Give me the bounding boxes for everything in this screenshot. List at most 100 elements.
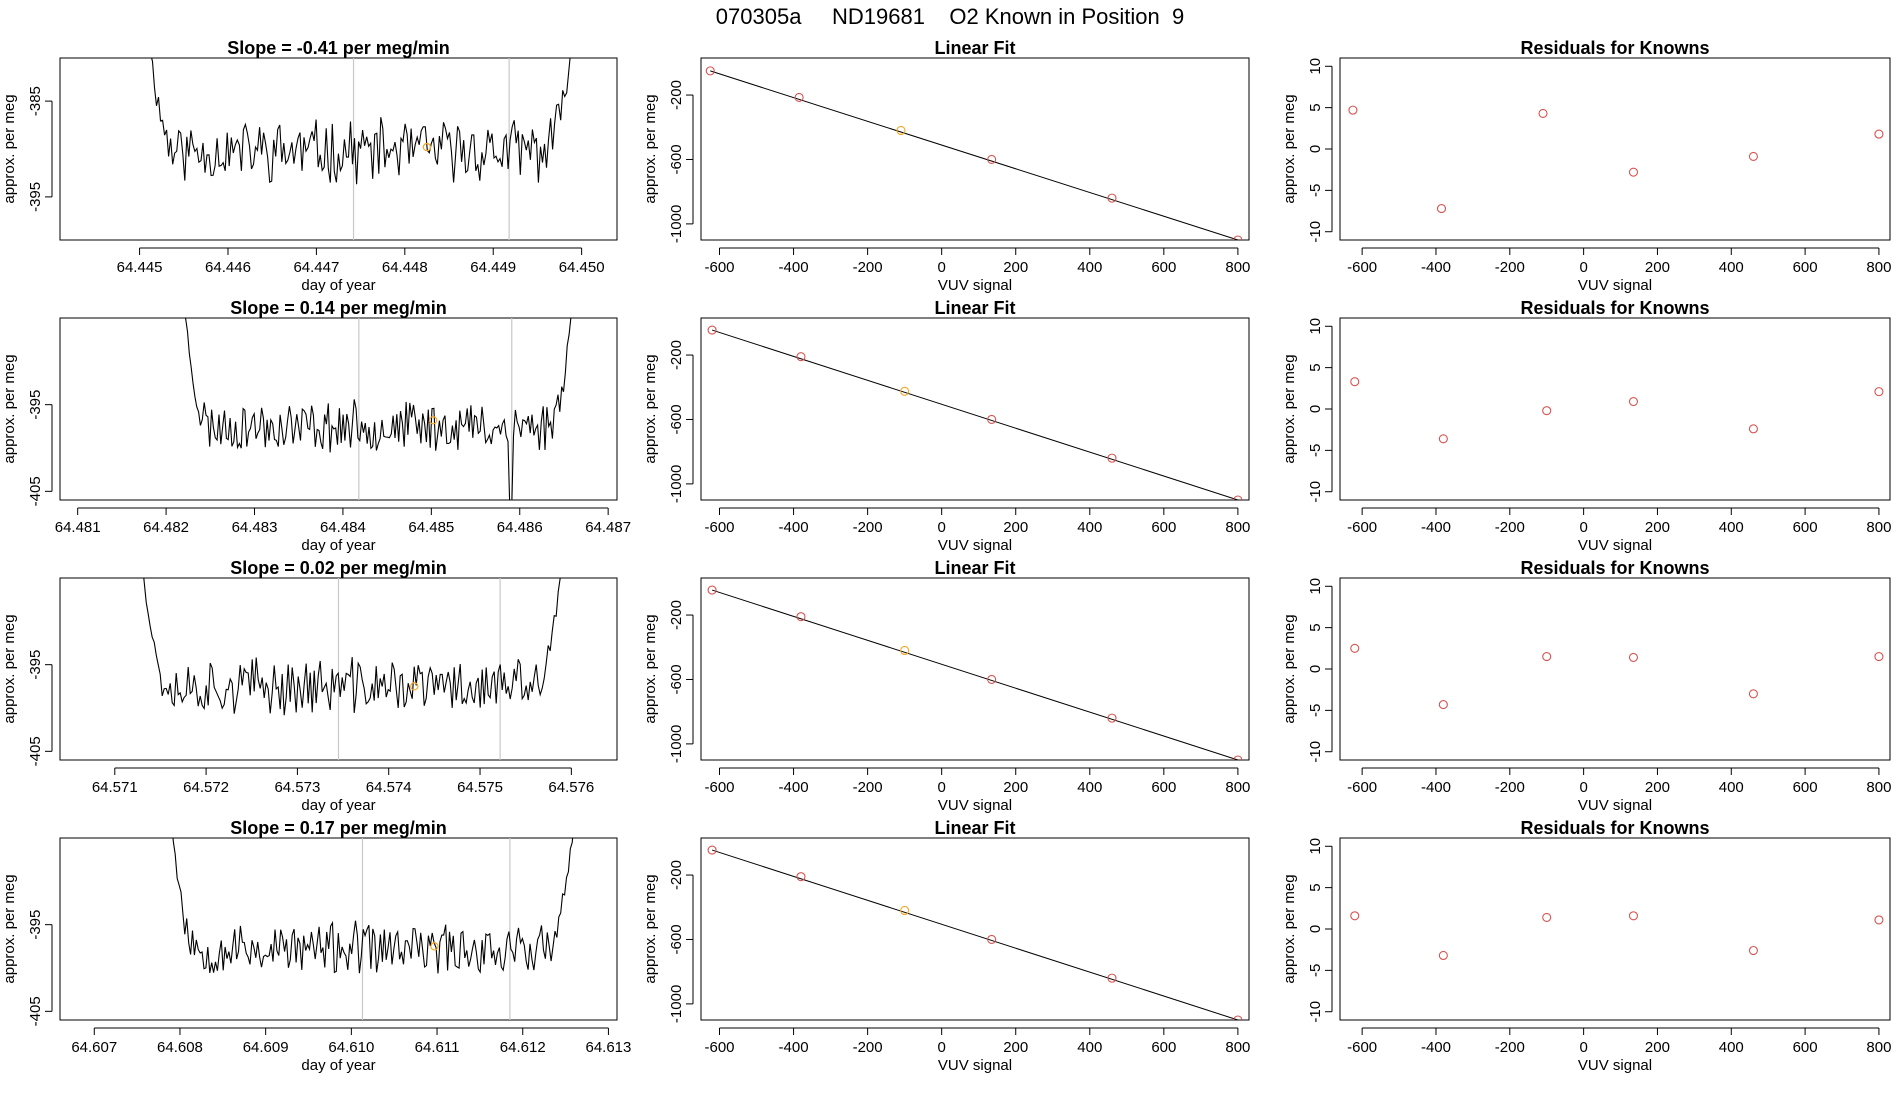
x-tick-label: 200 (1645, 779, 1670, 796)
plot-frame (1339, 837, 1891, 1021)
y-tick-label: 5 (1307, 363, 1324, 371)
y-axis-label: approx. per meg (642, 354, 659, 463)
plot-frame (1339, 57, 1891, 241)
x-tick-label: 64.575 (457, 779, 503, 796)
data-point (1748, 945, 1758, 956)
panel-r1-c3: Residuals for Knowns -600 -400 -200 0 200 400 6… (1281, 38, 1891, 294)
fit-line (711, 329, 1239, 500)
plot-area (1350, 377, 1884, 444)
y-axis-label: approx. per meg (642, 614, 659, 723)
data-point (794, 92, 804, 103)
x-tick-label: 400 (1077, 1039, 1102, 1056)
y-tick-label: 10 (1307, 838, 1324, 855)
plot-area (1348, 105, 1884, 214)
x-tick-label: 400 (1077, 519, 1102, 536)
y-tick-label: 5 (1307, 883, 1324, 891)
x-axis-label: VUV signal (1578, 277, 1652, 294)
x-tick-label: 64.487 (585, 519, 631, 536)
x-axis-label: VUV signal (938, 1057, 1012, 1074)
y-tick-label: 0 (1307, 665, 1324, 673)
y-tick-label: -5 (1307, 964, 1324, 977)
y-tick-label: -10 (1307, 1001, 1324, 1023)
x-tick-label: 64.481 (55, 519, 101, 536)
data-point (1748, 151, 1758, 161)
y-axis-label: approx. per meg (1, 614, 18, 723)
x-tick-label: 400 (1719, 779, 1744, 796)
fit-line (711, 589, 1239, 760)
data-point (796, 352, 806, 362)
x-tick-label: 64.573 (274, 779, 320, 796)
x-tick-label: -200 (853, 779, 883, 796)
chart-title: Linear Fit (934, 558, 1015, 578)
y-tick-label: -600 (668, 144, 685, 174)
y-axis-label: approx. per meg (1, 94, 18, 203)
signal-trace (151, 58, 571, 185)
data-point (900, 905, 910, 916)
panel-r2-c1: Slope = 0.14 per meg/min 64.481 64.482 64.4… (1, 298, 631, 554)
x-tick-label: 400 (1719, 519, 1744, 536)
data-point (1538, 108, 1548, 118)
x-tick-label: 64.610 (328, 1039, 374, 1056)
x-tick-label: 64.572 (183, 779, 229, 796)
plot-frame (700, 837, 1250, 1021)
x-tick-label: -200 (1495, 259, 1525, 276)
data-point (900, 386, 910, 396)
x-tick-label: 0 (1579, 519, 1587, 536)
chart-title: Linear Fit (934, 298, 1015, 318)
y-axis-label: approx. per meg (1281, 94, 1298, 203)
fit-line (711, 849, 1239, 1020)
data-point (707, 845, 717, 855)
x-tick-label: 64.613 (585, 1039, 631, 1056)
x-tick-label: -400 (1421, 519, 1451, 536)
x-tick-label: 64.450 (559, 259, 605, 276)
signal-trace (185, 318, 572, 500)
data-point (707, 325, 717, 335)
y-tick-label: -395 (27, 650, 44, 680)
chart-title: Slope = 0.02 per meg/min (230, 558, 447, 578)
plot-area (1350, 911, 1884, 961)
data-point (1628, 167, 1639, 177)
y-tick-label: -1000 (668, 465, 685, 503)
x-tick-label: -200 (1495, 779, 1525, 796)
chart-title: Residuals for Knowns (1520, 558, 1709, 578)
data-point (1874, 387, 1884, 397)
data-point (987, 674, 997, 685)
x-tick-label: 600 (1793, 259, 1818, 276)
y-tick-label: 5 (1307, 623, 1324, 631)
x-tick-label: 200 (1645, 259, 1670, 276)
panel-r3-c2: Linear Fit -600 -400 -200 0 200 400 600 800 VUV s… (642, 558, 1250, 814)
y-tick-label: 0 (1307, 925, 1324, 933)
data-point (1542, 652, 1552, 662)
x-tick-label: 64.448 (382, 259, 428, 276)
y-tick-label: -395 (27, 390, 44, 420)
x-tick-label: 600 (1793, 779, 1818, 796)
x-tick-label: 64.485 (408, 519, 454, 536)
x-tick-label: -400 (779, 519, 809, 536)
x-tick-label: 64.611 (415, 1039, 460, 1056)
x-tick-label: -400 (1421, 259, 1451, 276)
y-tick-label: -5 (1307, 444, 1324, 457)
x-tick-label: -200 (853, 259, 883, 276)
data-point (1748, 424, 1758, 434)
x-tick-label: -400 (779, 259, 809, 276)
x-axis-label: VUV signal (1578, 797, 1652, 814)
x-tick-label: 800 (1866, 259, 1891, 276)
x-tick-label: 800 (1225, 779, 1250, 796)
x-tick-label: 0 (1579, 779, 1587, 796)
y-tick-label: 10 (1307, 318, 1324, 335)
signal-trace (172, 838, 574, 974)
data-point (1748, 689, 1758, 699)
x-tick-label: 200 (1003, 1039, 1028, 1056)
data-point (1348, 105, 1358, 115)
y-tick-label: -10 (1307, 481, 1324, 503)
x-tick-label: 800 (1225, 519, 1250, 536)
x-tick-label: 800 (1866, 1039, 1891, 1056)
data-point (1438, 700, 1448, 710)
x-tick-label: 64.486 (497, 519, 543, 536)
x-axis-label: VUV signal (1578, 1057, 1652, 1074)
x-axis-label: VUV signal (938, 277, 1012, 294)
chart-title: Linear Fit (934, 818, 1015, 838)
y-tick-label: -405 (27, 476, 44, 506)
data-point (1107, 973, 1117, 983)
chart-title: Linear Fit (934, 38, 1015, 58)
